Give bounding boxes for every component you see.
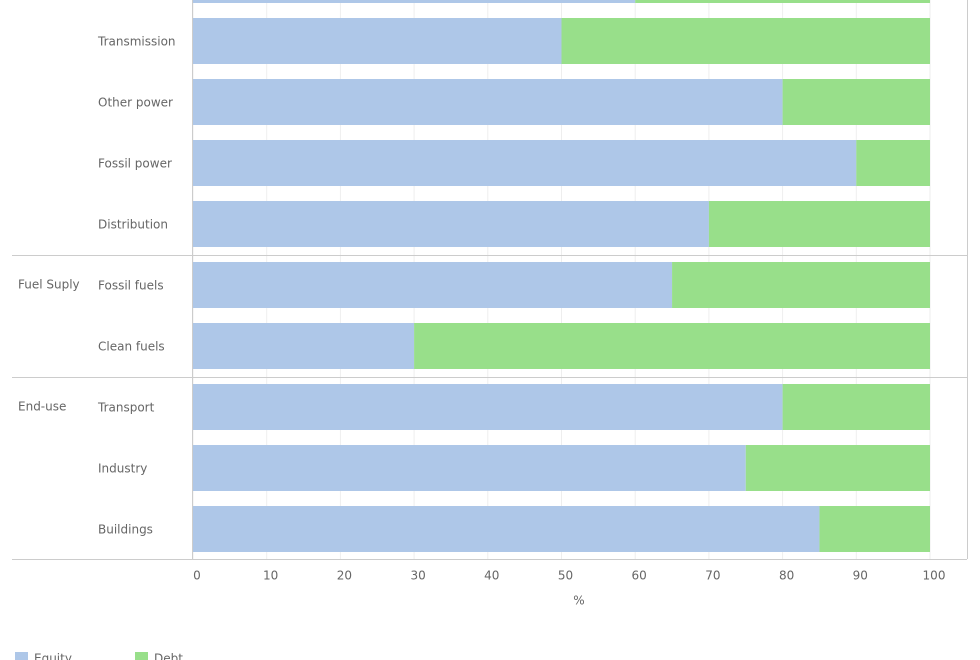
x-tick-label: 40 <box>484 569 499 583</box>
x-axis-label: % <box>573 594 584 608</box>
group-label: Fuel Suply <box>18 278 80 292</box>
bar-segment <box>193 506 820 552</box>
x-tick-label: 0 <box>193 569 201 583</box>
legend-swatch <box>15 652 28 660</box>
group-label: End-use <box>18 400 66 414</box>
bar-segment <box>193 445 746 491</box>
bar-segment <box>193 262 673 308</box>
bar-segment <box>561 18 930 64</box>
y-tick-label: Industry <box>98 462 147 476</box>
x-tick-label: 80 <box>779 569 794 583</box>
y-tick-label: Fossil fuels <box>98 279 164 293</box>
bar-segment <box>782 384 930 430</box>
bar-segment <box>193 323 415 369</box>
y-tick-label: Clean fuels <box>98 340 165 354</box>
x-tick-label: 60 <box>632 569 647 583</box>
bar-segment <box>708 201 930 247</box>
y-tick-label: Buildings <box>98 523 153 537</box>
bar-segment <box>193 384 783 430</box>
bar-segment <box>672 262 930 308</box>
y-tick-label: Other power <box>98 96 173 110</box>
bar-segment <box>193 18 562 64</box>
bar-segment <box>193 0 636 3</box>
x-tick-label: 70 <box>705 569 720 583</box>
y-tick-label: Distribution <box>98 218 168 232</box>
x-tick-label: 20 <box>337 569 352 583</box>
bar-segment <box>745 445 930 491</box>
x-tick-label: 10 <box>263 569 278 583</box>
bar-segment <box>193 140 857 186</box>
legend-swatch <box>135 652 148 660</box>
bar-segment <box>635 0 930 3</box>
x-tick-label: 30 <box>410 569 425 583</box>
bar-segment <box>414 323 931 369</box>
x-tick-label: 90 <box>853 569 868 583</box>
y-tick-label: Fossil power <box>98 157 172 171</box>
bar-segment <box>193 79 783 125</box>
bar-segment <box>782 79 930 125</box>
x-tick-label: 100 <box>923 569 946 583</box>
bar-segment <box>856 140 930 186</box>
bar-segment <box>193 201 709 247</box>
legend-label: Debt <box>154 652 183 660</box>
legend-label: Equity <box>34 652 72 660</box>
y-tick-label: Transmission <box>97 35 176 49</box>
x-tick-label: 50 <box>558 569 573 583</box>
bar-segment <box>819 506 930 552</box>
y-tick-label: Transport <box>97 401 155 415</box>
